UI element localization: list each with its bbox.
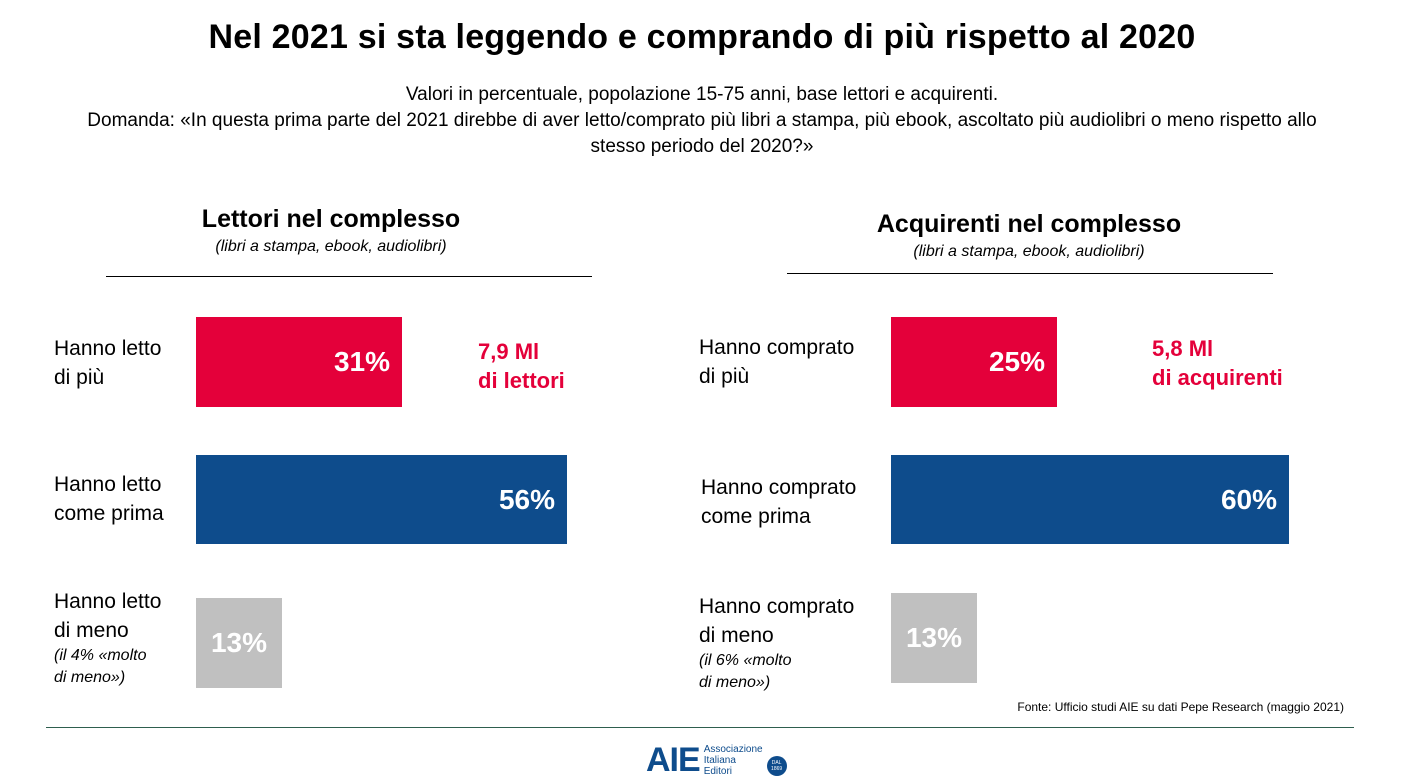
acquirenti-note-line1: (il 6% «molto [699,652,792,669]
lettori-label-piu-line2: di più [54,366,105,389]
logo-text-line3: Editori [703,765,733,777]
bar-lettori-meno-value: 13% [210,627,268,658]
bar-acquirenti-come-prima: 60% [891,455,1289,544]
logo-text-line2: Italiana [703,754,736,766]
acquirenti-label-meno-line2: di meno [699,624,774,647]
bar-lettori-piu-value: 31% [333,346,390,377]
panel-lettori-header: Lettori nel complesso (libri a stampa, e… [86,205,576,256]
logo-mark: AIE [646,741,701,779]
lettori-note-line2: di meno») [54,669,126,686]
aie-logo: AIE Associazione Italiana Editori DAL 186… [646,742,787,778]
panel-acquirenti-subtitle: (libri a stampa, ebook, audiolibri) [913,243,1145,260]
subtitle-line-1: Valori in percentuale, popolazione 15-75… [405,84,999,105]
panel-acquirenti-rule [787,273,1273,274]
lettori-label-come-prima-line1: Hanno letto [54,473,162,496]
logo-text: Associazione Italiana Editori [704,744,763,777]
bar-lettori-piu: 31% [196,317,402,407]
bar-lettori-come-prima-value: 56% [498,483,555,515]
bar-lettori-meno: 13% [196,598,282,688]
bar-acquirenti-meno: 13% [891,593,977,683]
bar-lettori-come-prima: 56% [196,455,567,544]
callout-acquirenti-line1: 5,8 Ml [1152,336,1214,361]
callout-acquirenti-line2: di acquirenti [1152,365,1283,390]
lettori-label-meno-line1: Hanno letto [54,590,162,613]
lettori-note-meno: (il 4% «molto di meno») [54,645,146,689]
bar-acquirenti-piu: 25% [891,317,1057,407]
lettori-label-come-prima: Hanno letto come prima [54,470,164,528]
logo-badge-line2: 1869 [771,766,783,772]
lettori-label-meno: Hanno letto di meno [54,587,161,645]
acquirenti-label-come-prima-line2: come prima [701,505,811,528]
panel-acquirenti-header: Acquirenti nel complesso (libri a stampa… [784,210,1274,261]
logo-badge-line1: DAL [771,760,782,766]
source-note: Fonte: Ufficio studi AIE su dati Pepe Re… [1017,700,1344,714]
bar-acquirenti-meno-value: 13% [905,622,963,653]
callout-acquirenti: 5,8 Ml di acquirenti [1152,334,1283,392]
bar-acquirenti-come-prima-value: 60% [1220,483,1277,515]
page-title: Nel 2021 si sta leggendo e comprando di … [208,18,1196,56]
callout-lettori-line2: di lettori [478,368,565,393]
logo-badge: DAL 1869 [766,756,787,776]
acquirenti-label-piu: Hanno comprato di più [699,333,854,391]
acquirenti-label-piu-line1: Hanno comprato [699,336,855,359]
acquirenti-label-come-prima-line1: Hanno comprato [701,476,857,499]
lettori-label-meno-line2: di meno [54,619,129,642]
lettori-label-piu-line1: Hanno letto [54,337,162,360]
lettori-label-come-prima-line2: come prima [54,502,164,525]
acquirenti-label-meno-line1: Hanno comprato [699,595,855,618]
panel-lettori-subtitle: (libri a stampa, ebook, audiolibri) [215,238,447,255]
lettori-note-line1: (il 4% «molto [54,647,147,664]
panel-lettori-rule [106,276,592,277]
footer-rule [46,727,1354,728]
acquirenti-note-meno: (il 6% «molto di meno») [699,650,791,694]
acquirenti-note-line2: di meno») [699,674,771,691]
subtitle-question: Domanda: «In questa prima parte del 2021… [87,110,1317,157]
panel-acquirenti-title: Acquirenti nel complesso [876,210,1182,238]
bar-acquirenti-piu-value: 25% [988,346,1045,377]
callout-lettori: 7,9 Ml di lettori [478,337,565,395]
panel-lettori-title: Lettori nel complesso [201,205,461,233]
callout-lettori-line1: 7,9 Ml [478,339,540,364]
acquirenti-label-piu-line2: di più [699,365,750,388]
logo-text-line1: Associazione [703,743,763,755]
acquirenti-label-come-prima: Hanno comprato come prima [701,473,856,531]
lettori-label-piu: Hanno letto di più [54,334,161,392]
subtitle: Valori in percentuale, popolazione 15-75… [60,82,1344,160]
acquirenti-label-meno: Hanno comprato di meno [699,592,854,650]
